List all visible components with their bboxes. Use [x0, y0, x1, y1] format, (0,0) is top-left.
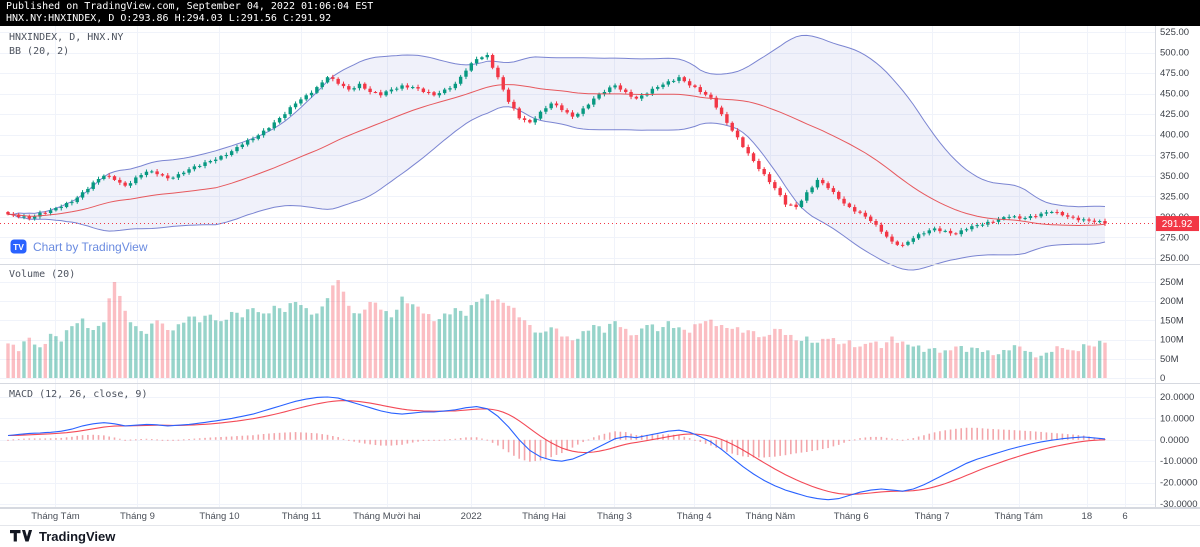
svg-text:-20.0000: -20.0000 [1160, 478, 1198, 489]
svg-text:50M: 50M [1160, 354, 1179, 365]
chart-canvas[interactable]: 525.00 500.00 475.00 450.00 425.00 400.00 375.… [0, 26, 1200, 508]
svg-text:525.00: 525.00 [1160, 27, 1189, 38]
time-axis-label: Tháng 9 [120, 511, 155, 522]
time-axis-label: 2022 [460, 511, 482, 522]
time-axis-label: Tháng 6 [833, 511, 869, 522]
time-axis-label: Tháng 7 [914, 511, 950, 522]
svg-text:350.00: 350.00 [1160, 171, 1189, 182]
chart-attribution-link[interactable]: TV Chart by TradingView [10, 238, 148, 255]
attribution-text: Chart by TradingView [33, 239, 148, 254]
svg-text:275.00: 275.00 [1160, 232, 1189, 243]
header-bar: Published on TradingView.com, September … [0, 0, 1200, 26]
svg-text:100M: 100M [1160, 335, 1184, 346]
svg-text:400.00: 400.00 [1160, 130, 1189, 141]
svg-text:20.0000: 20.0000 [1160, 392, 1194, 403]
symbol-label: HNXINDEX, D, HNX.NY [9, 32, 124, 43]
svg-text:TV: TV [13, 242, 24, 252]
brand-link[interactable]: TradingView [39, 529, 116, 544]
svg-text:250.00: 250.00 [1160, 253, 1189, 264]
time-axis-label: Tháng Tám [994, 511, 1043, 522]
time-axis-label: 18 [1081, 511, 1093, 522]
time-axis-label: Tháng Mười hai [353, 511, 421, 522]
time-axis[interactable]: Tháng Tám Tháng 9 Tháng 10 Tháng 11 Tháng Mư… [0, 508, 1200, 525]
published-timestamp: Published on TradingView.com, September … [6, 1, 374, 12]
svg-text:10.0000: 10.0000 [1160, 413, 1194, 424]
svg-text:425.00: 425.00 [1160, 109, 1189, 120]
svg-text:-30.0000: -30.0000 [1160, 499, 1198, 508]
symbol-ohlc-line: HNX.NY:HNXINDEX, D O:293.86 H:294.03 L:2… [6, 13, 332, 24]
svg-text:0: 0 [1160, 373, 1165, 384]
time-axis-label: Tháng Tám [31, 511, 80, 522]
svg-text:150M: 150M [1160, 315, 1184, 326]
tradingview-logo-icon: TV [10, 239, 27, 254]
svg-text:250M: 250M [1160, 277, 1184, 288]
macd-indicator-label: MACD (12, 26, close, 9) [9, 389, 148, 400]
svg-text:-10.0000: -10.0000 [1160, 456, 1198, 467]
svg-text:375.00: 375.00 [1160, 150, 1189, 161]
svg-text:475.00: 475.00 [1160, 68, 1189, 79]
footer-bar: TradingView [0, 525, 1200, 547]
svg-text:500.00: 500.00 [1160, 48, 1189, 59]
time-axis-label: Tháng 4 [676, 511, 712, 522]
time-axis-label: Tháng Năm [745, 511, 796, 522]
time-axis-label: Tháng Hai [522, 511, 566, 522]
time-axis-label: Tháng 10 [199, 511, 240, 522]
tradingview-wordmark-icon [10, 530, 33, 542]
time-axis-label: Tháng 3 [597, 511, 632, 522]
volume-indicator-label: Volume (20) [9, 269, 76, 280]
svg-text:450.00: 450.00 [1160, 89, 1189, 100]
bb-indicator-label: BB (20, 2) [9, 46, 70, 57]
time-axis-label: 6 [1122, 511, 1128, 522]
svg-text:0.0000: 0.0000 [1160, 435, 1189, 446]
svg-text:325.00: 325.00 [1160, 191, 1189, 202]
time-axis-label: Tháng 11 [281, 511, 322, 522]
last-price-badge: 291.92 [1162, 219, 1193, 230]
svg-text:200M: 200M [1160, 296, 1184, 307]
